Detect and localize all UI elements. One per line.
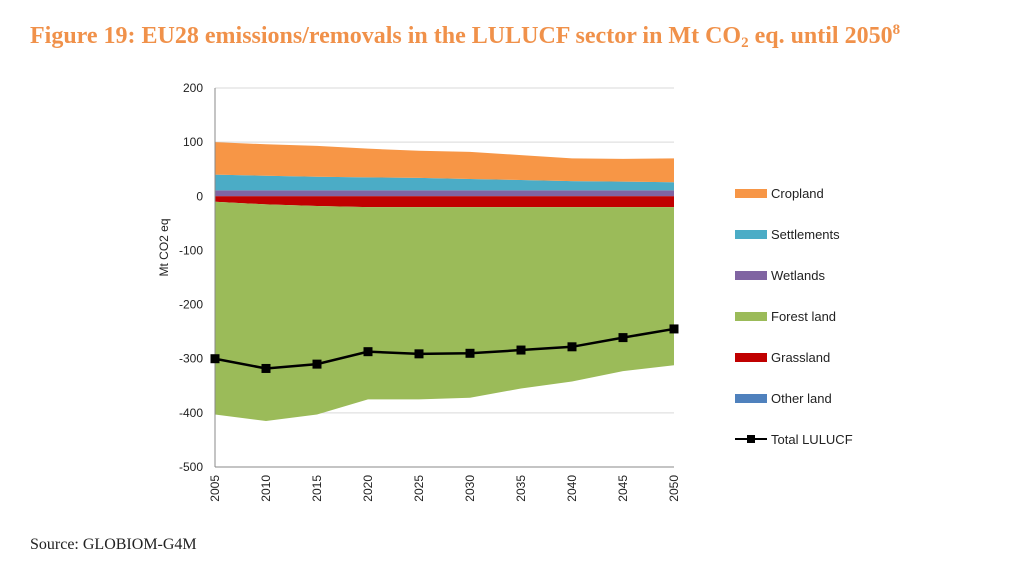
legend-label-total: Total LULUCF [771, 432, 853, 447]
legend-label-wetlands: Wetlands [771, 268, 825, 283]
legend-swatch-cropland [735, 189, 767, 198]
legend-label-cropland: Cropland [771, 186, 824, 201]
y-tick-label: -400 [179, 406, 203, 420]
cropland-area [215, 142, 674, 183]
legend-swatch-other-land [735, 394, 767, 403]
grassland-area [215, 196, 674, 208]
x-tick-label: 2045 [616, 475, 630, 502]
figure-title: Figure 19: EU28 emissions/removals in th… [30, 22, 1020, 52]
settlements-area [215, 174, 674, 191]
total-lulucf-point [567, 342, 577, 352]
source-note: Source: GLOBIOM-G4M [30, 536, 197, 553]
legend-swatch-wetlands [735, 271, 767, 280]
x-tick-label: 2035 [514, 475, 528, 502]
x-tick-label: 2050 [667, 475, 681, 502]
legend-marker-total [747, 435, 755, 443]
total-lulucf-point [465, 348, 475, 358]
total-lulucf-point [363, 347, 373, 357]
total-lulucf-line [214, 327, 675, 370]
y-tick-label: -100 [179, 243, 203, 257]
legend-swatch-forest-land [735, 312, 767, 321]
figure-title-text: Figure 19: EU28 emissions/removals in th… [30, 23, 742, 49]
wetlands-area [215, 190, 674, 197]
legend-label-grassland: Grassland [771, 350, 830, 365]
total-lulucf-point [414, 349, 424, 359]
legend-label-forest-land: Forest land [771, 309, 836, 324]
figure-title-suffix: eq. until 2050 [748, 23, 893, 49]
legend-label-other-land: Other land [771, 391, 832, 406]
y-axis-label: Mt CO2 eq [157, 218, 171, 276]
x-tick-label: 2020 [361, 475, 375, 502]
legend-swatch-grassland [735, 353, 767, 362]
total-lulucf-point [669, 324, 679, 334]
figure-title-footnote: 8 [892, 22, 901, 38]
y-tick-label: 200 [183, 81, 203, 95]
total-lulucf-point [261, 363, 271, 373]
x-tick-label: 2030 [463, 475, 477, 502]
legend-swatch-settlements [735, 230, 767, 239]
legend-label-settlements: Settlements [771, 227, 840, 242]
y-tick-label: 100 [183, 135, 203, 149]
x-tick-label: 2015 [310, 475, 324, 502]
y-tick-label: -300 [179, 352, 203, 366]
total-lulucf-point [618, 333, 628, 343]
x-tick-label: 2025 [412, 475, 426, 502]
x-tick-label: 2005 [208, 475, 222, 502]
figure-title-subscript: 2 [741, 35, 749, 51]
total-lulucf-point [516, 345, 526, 355]
y-tick-label: -500 [179, 460, 203, 474]
y-tick-label: -200 [179, 298, 203, 312]
x-tick-label: 2010 [259, 475, 273, 502]
total-lulucf-point [210, 354, 220, 364]
forest-land-area [215, 201, 674, 421]
y-tick-label: 0 [196, 189, 203, 203]
x-tick-label: 2040 [565, 475, 579, 502]
total-lulucf-point [312, 359, 322, 369]
